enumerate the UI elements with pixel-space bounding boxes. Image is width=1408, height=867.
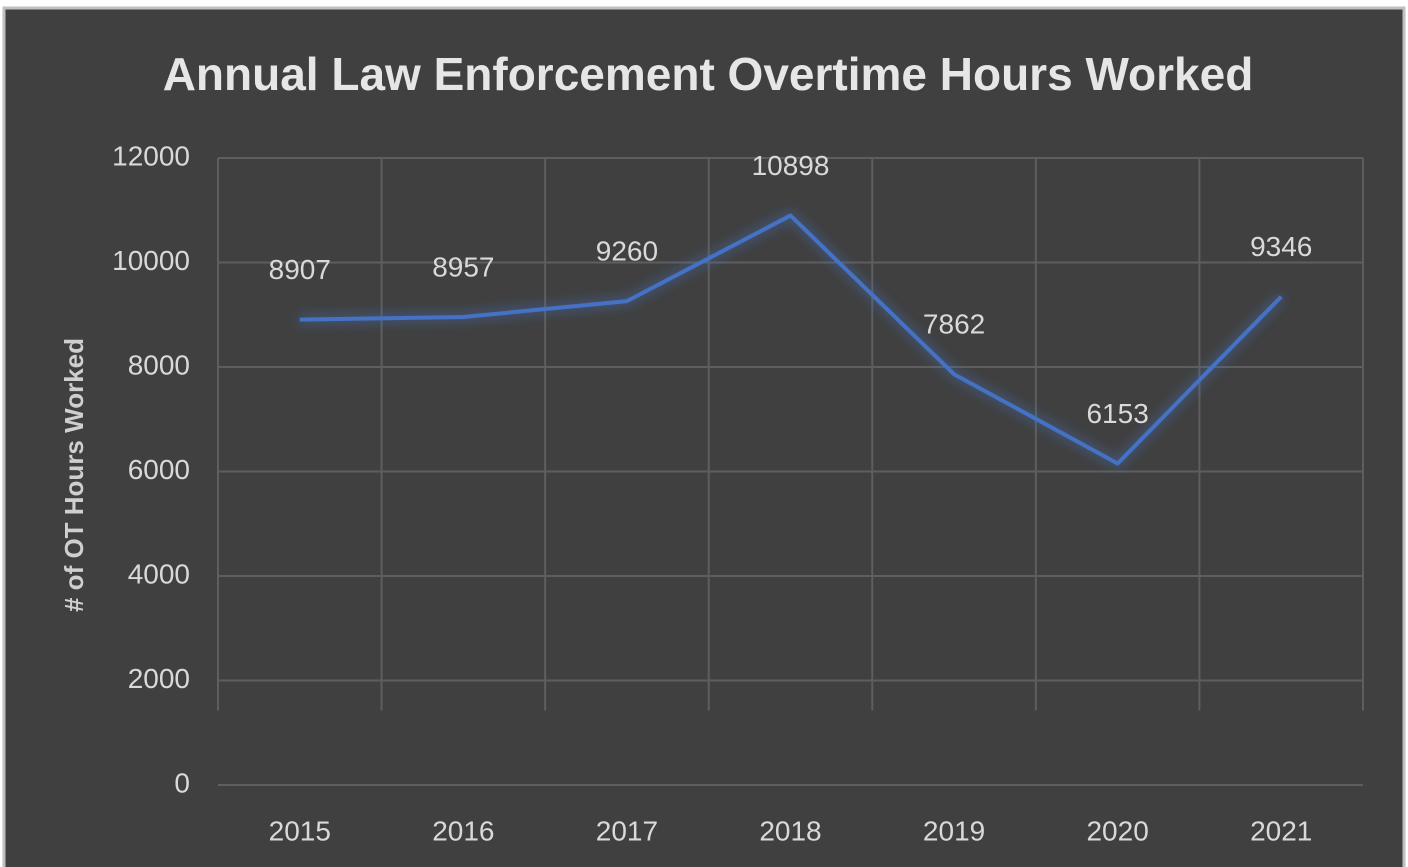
chart-background <box>2 6 1406 867</box>
line-series <box>299 213 1283 466</box>
y-axis-label: # of OT Hours Worked <box>59 338 89 612</box>
y-tick-label: 4000 <box>128 558 190 589</box>
data-label: 8907 <box>269 254 331 285</box>
x-tick-label: 2019 <box>923 815 985 846</box>
x-tick-label: 2017 <box>596 815 658 846</box>
x-tick-label: 2021 <box>1250 815 1312 846</box>
data-label: 9346 <box>1250 231 1312 262</box>
y-tick-label: 6000 <box>128 454 190 485</box>
y-tick-label: 8000 <box>128 349 190 380</box>
chart-title: Annual Law Enforcement Overtime Hours Wo… <box>163 48 1254 100</box>
y-tick-label: 12000 <box>112 140 190 171</box>
x-tick-label: 2020 <box>1086 815 1148 846</box>
data-label: 7862 <box>923 309 985 340</box>
x-tick-label: 2018 <box>759 815 821 846</box>
data-label: 9260 <box>596 236 658 267</box>
data-label: 10898 <box>752 150 830 181</box>
data-label: 8957 <box>432 251 494 282</box>
y-tick-label: 10000 <box>112 245 190 276</box>
data-label: 6153 <box>1086 398 1148 429</box>
x-tick-label: 2015 <box>269 815 331 846</box>
y-tick-label: 0 <box>174 767 190 798</box>
x-tick-label: 2016 <box>432 815 494 846</box>
y-tick-label: 2000 <box>128 663 190 694</box>
